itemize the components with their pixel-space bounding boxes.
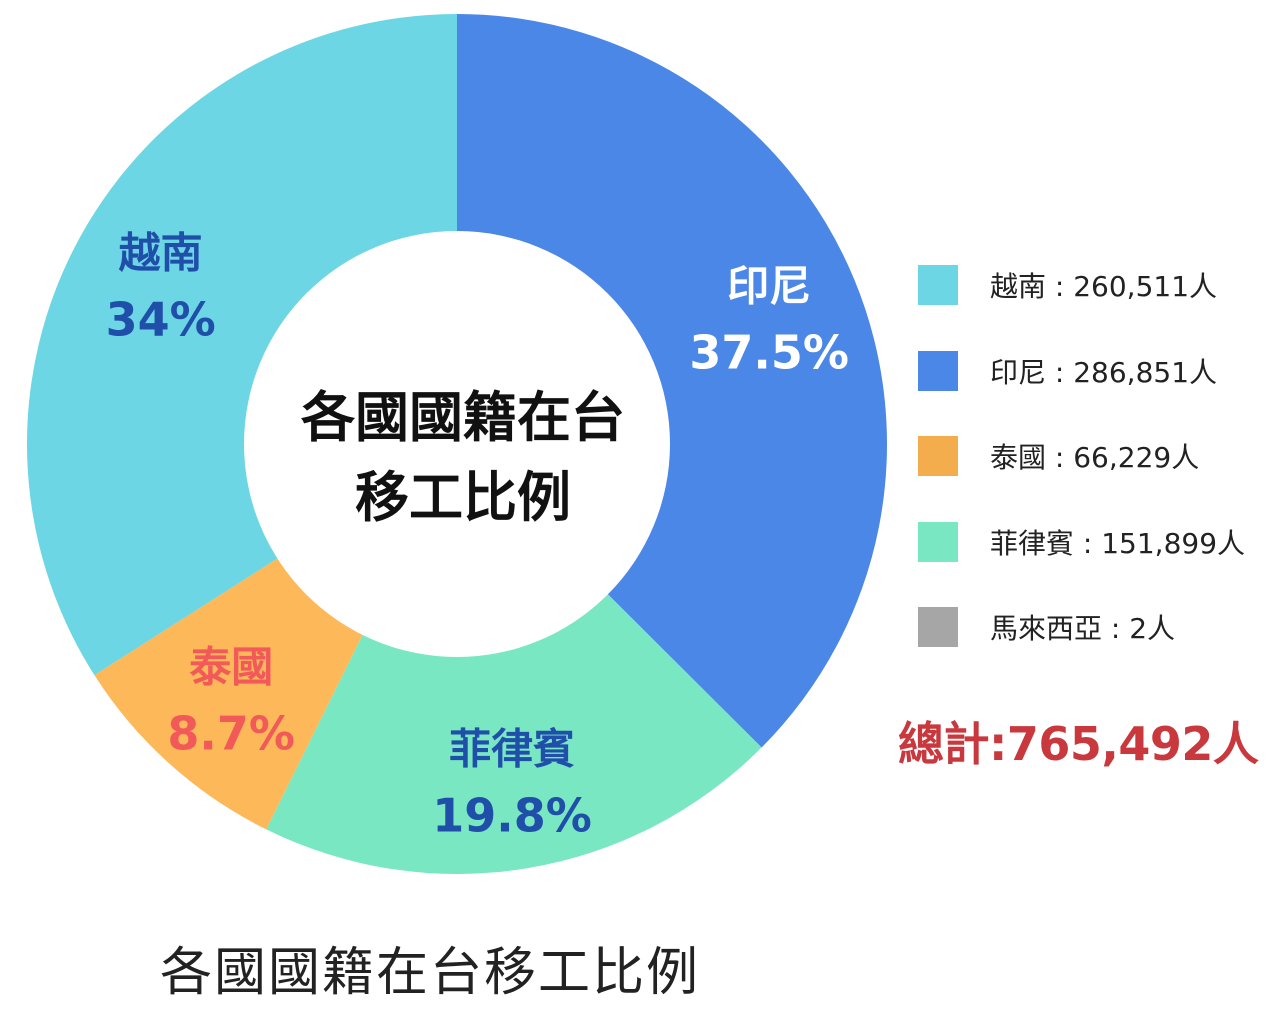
slice-1-wedge — [266, 444, 762, 874]
slice-labels: 印尼 37.5% 菲律賓 19.8% 泰國 8.7% 越南 34% — [106, 228, 849, 842]
legend-item: 馬來西亞 : 2人 — [918, 606, 1268, 648]
legend-label: 馬來西亞 : 2人 — [990, 612, 1176, 645]
slice-2-percent-label: 8.7% — [167, 707, 295, 761]
center-title-line-1: 各國國籍在台 — [301, 386, 625, 449]
legend-label: 泰國 : 66,229人 — [990, 441, 1200, 474]
legend-swatch — [918, 521, 958, 562]
legend-item: 泰國 : 66,229人 — [918, 435, 1268, 477]
legend-label: 印尼 : 286,851人 — [990, 355, 1218, 389]
legend-swatch — [918, 607, 958, 647]
slice-0-wedge — [457, 14, 887, 748]
slice-0-name-label: 印尼 — [727, 261, 811, 310]
legend-label: 越南 : 260,511人 — [990, 270, 1218, 303]
slice-1-percent-label: 19.8% — [432, 788, 592, 842]
legend-item: 越南 : 260,511人 — [918, 264, 1268, 306]
center-title-line-2: 移工比例 — [355, 466, 571, 529]
legend-item: 菲律賓 : 151,899人 — [918, 521, 1268, 563]
chart-caption: 各國國籍在台移工比例 — [160, 943, 701, 1003]
slice-1-name-label: 菲律賓 — [449, 724, 575, 773]
slice-3-name-label: 越南 — [119, 228, 203, 277]
legend-swatch — [918, 265, 958, 305]
slice-3-percent-label: 34% — [106, 292, 216, 346]
legend-item: 印尼 : 286,851人 — [918, 350, 1268, 392]
legend-swatch — [918, 436, 958, 476]
legend-swatch — [918, 350, 958, 391]
slice-0-percent-label: 37.5% — [689, 325, 849, 379]
chart-legend: 越南 : 260,511人 印尼 : 286,851人 泰國 : 66,229人菲律… — [918, 264, 1268, 692]
donut-hole — [244, 231, 670, 657]
legend-label: 菲律賓 : 151,899人 — [990, 526, 1246, 560]
donut-slices — [26, 14, 887, 874]
slice-2-name-label: 泰國 — [189, 643, 273, 692]
total-label: 總計:765,492人 — [898, 717, 1259, 771]
